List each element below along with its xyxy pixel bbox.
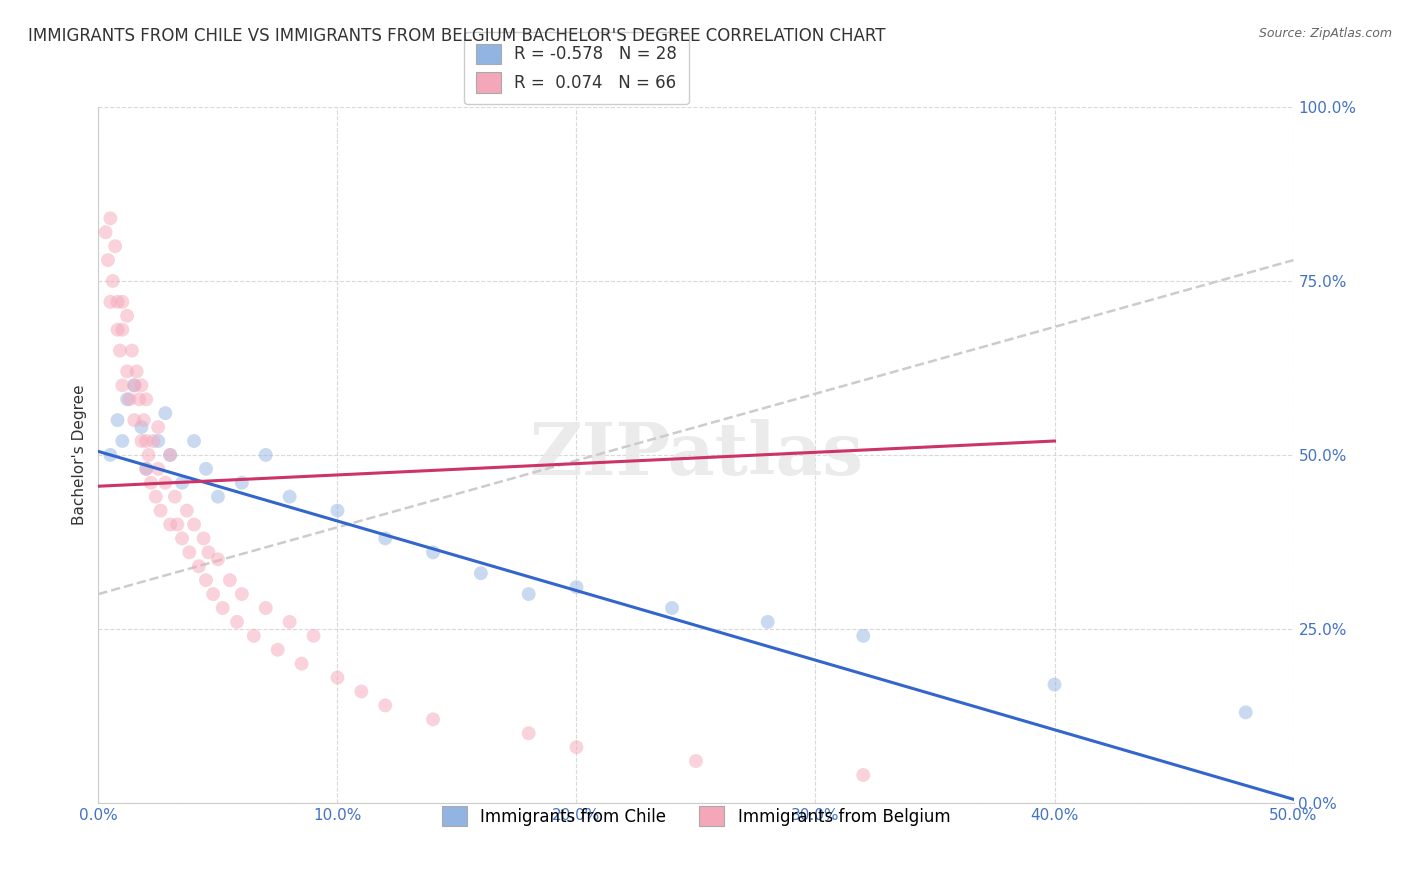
Point <box>108 343 131 358</box>
Point <box>231 475 253 490</box>
Point <box>565 580 588 594</box>
Point <box>517 587 540 601</box>
Point <box>179 545 201 559</box>
Point <box>131 378 153 392</box>
Y-axis label: Bachelor's Degree: Bachelor's Degree <box>72 384 87 525</box>
Point <box>132 413 155 427</box>
Point <box>1043 677 1066 691</box>
Point <box>118 392 141 407</box>
Point <box>517 726 540 740</box>
Point <box>121 343 143 358</box>
Point <box>207 490 229 504</box>
Point <box>124 378 146 392</box>
Point <box>135 462 157 476</box>
Point <box>231 587 253 601</box>
Text: Source: ZipAtlas.com: Source: ZipAtlas.com <box>1258 27 1392 40</box>
Point <box>98 294 122 309</box>
Point <box>219 573 242 587</box>
Point <box>104 239 127 253</box>
Point <box>148 434 170 448</box>
Point <box>207 552 229 566</box>
Point <box>155 475 177 490</box>
Point <box>115 309 138 323</box>
Point <box>101 274 124 288</box>
Text: ZIPatlas: ZIPatlas <box>529 419 863 491</box>
Point <box>111 378 134 392</box>
Point <box>97 253 120 268</box>
Point <box>107 323 129 337</box>
Point <box>211 601 233 615</box>
Point <box>326 671 349 685</box>
Point <box>149 503 172 517</box>
Point <box>139 475 162 490</box>
Point <box>852 629 875 643</box>
Point <box>756 615 779 629</box>
Point <box>124 413 146 427</box>
Point <box>138 448 160 462</box>
Point <box>159 448 181 462</box>
Point <box>176 503 198 517</box>
Point <box>131 420 153 434</box>
Point <box>202 587 225 601</box>
Point <box>148 420 170 434</box>
Point <box>422 712 444 726</box>
Point <box>107 294 129 309</box>
Point <box>187 559 209 574</box>
Point <box>107 413 129 427</box>
Point <box>135 434 157 448</box>
Point <box>291 657 314 671</box>
Point <box>852 768 875 782</box>
Point <box>124 378 146 392</box>
Point <box>195 573 218 587</box>
Point <box>226 615 249 629</box>
Point <box>125 364 148 378</box>
Point <box>135 462 157 476</box>
Text: IMMIGRANTS FROM CHILE VS IMMIGRANTS FROM BELGIUM BACHELOR'S DEGREE CORRELATION C: IMMIGRANTS FROM CHILE VS IMMIGRANTS FROM… <box>28 27 886 45</box>
Point <box>278 615 301 629</box>
Point <box>183 434 205 448</box>
Point <box>243 629 266 643</box>
Point <box>195 462 218 476</box>
Point <box>278 490 301 504</box>
Point <box>131 434 153 448</box>
Point <box>254 448 277 462</box>
Point <box>326 503 349 517</box>
Point <box>197 545 219 559</box>
Point <box>267 642 290 657</box>
Point <box>661 601 683 615</box>
Legend: Immigrants from Chile, Immigrants from Belgium: Immigrants from Chile, Immigrants from B… <box>432 796 960 836</box>
Point <box>159 517 181 532</box>
Point <box>111 323 134 337</box>
Point <box>172 532 194 546</box>
Point <box>172 475 194 490</box>
Point <box>193 532 215 546</box>
Point <box>111 434 134 448</box>
Point <box>374 698 396 713</box>
Point <box>142 434 165 448</box>
Point <box>685 754 707 768</box>
Point <box>148 462 170 476</box>
Point <box>115 392 138 407</box>
Point <box>183 517 205 532</box>
Point <box>163 490 186 504</box>
Point <box>155 406 177 420</box>
Point <box>374 532 396 546</box>
Point <box>159 448 181 462</box>
Point <box>98 448 122 462</box>
Point <box>422 545 444 559</box>
Point <box>470 566 492 581</box>
Point <box>565 740 588 755</box>
Point <box>350 684 373 698</box>
Point <box>94 225 117 239</box>
Point <box>1234 706 1257 720</box>
Point <box>254 601 277 615</box>
Point <box>166 517 188 532</box>
Point <box>128 392 150 407</box>
Point <box>302 629 325 643</box>
Point <box>98 211 122 226</box>
Point <box>111 294 134 309</box>
Point <box>135 392 157 407</box>
Point <box>115 364 138 378</box>
Point <box>145 490 167 504</box>
